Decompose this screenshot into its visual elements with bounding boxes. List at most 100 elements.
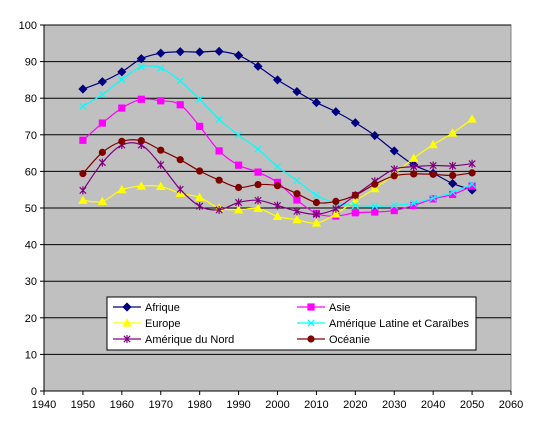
data-point [311, 98, 321, 108]
data-point [272, 211, 283, 221]
data-point [351, 191, 359, 199]
data-point [118, 75, 126, 84]
legend-label: Amérique Latine et Caraïbes [329, 318, 470, 330]
data-point [137, 137, 145, 145]
x-tick-label: 2030 [382, 399, 406, 411]
data-point [449, 161, 457, 170]
data-point [215, 176, 223, 184]
data-point [157, 97, 165, 105]
y-tick-label: 80 [25, 93, 37, 105]
data-point [351, 209, 359, 217]
series-afrique [78, 46, 477, 195]
data-point [350, 195, 361, 205]
data-point [371, 202, 379, 210]
legend-label: Europe [145, 318, 180, 330]
legend-marker [307, 319, 315, 327]
data-point [136, 54, 146, 64]
data-point [371, 180, 379, 188]
data-point [293, 196, 301, 204]
data-point [196, 95, 204, 103]
x-tick-label: 1990 [226, 399, 250, 411]
data-point [176, 156, 184, 164]
data-point [390, 206, 398, 215]
x-tick-label: 2040 [421, 399, 445, 411]
x-tick-label: 2050 [460, 399, 484, 411]
data-point [370, 130, 380, 141]
data-point [233, 205, 244, 214]
y-tick-label: 100 [19, 20, 37, 32]
data-point [79, 136, 87, 144]
data-point [447, 128, 458, 137]
y-tick-label: 90 [25, 57, 37, 69]
x-tick-label: 1970 [149, 399, 173, 411]
legend-item-amerique-latine-et-caraibes: Amérique Latine et Caraïbes [297, 318, 470, 330]
data-point [97, 77, 107, 87]
legend-label: Afrique [145, 302, 180, 314]
data-point [273, 201, 282, 210]
legend-marker [307, 303, 315, 311]
series-group [78, 46, 477, 227]
data-point [137, 95, 145, 103]
data-point [429, 161, 437, 170]
data-point [390, 201, 398, 210]
data-point [196, 202, 204, 211]
data-point [176, 101, 184, 109]
data-point [429, 170, 437, 178]
data-point [215, 147, 223, 155]
data-point [215, 205, 223, 214]
y-tick-label: 60 [25, 166, 37, 178]
data-point [292, 87, 302, 97]
data-point [254, 196, 262, 205]
data-point [234, 198, 243, 207]
data-point [410, 201, 418, 210]
legend-item-afrique: Afrique [113, 302, 180, 314]
data-point [98, 148, 106, 156]
data-point [118, 104, 126, 112]
data-point [468, 159, 476, 168]
data-point [234, 183, 243, 192]
legend: Afrique Asie Europe Amérique Latine et Cara… [106, 296, 477, 351]
data-point [351, 201, 359, 210]
series-amerique-latine-et-caraibes [79, 63, 476, 210]
y-tick-label: 50 [25, 203, 37, 215]
data-point [468, 169, 476, 177]
data-point [273, 163, 282, 171]
data-point [79, 169, 87, 178]
data-point [98, 119, 106, 127]
x-tick-label: 2020 [343, 399, 367, 411]
data-point [195, 47, 205, 57]
data-point [234, 50, 244, 60]
data-point [449, 188, 457, 196]
data-point [467, 114, 477, 123]
data-point [389, 146, 399, 156]
data-point [331, 209, 341, 218]
data-point [370, 183, 380, 193]
legend-box [106, 296, 477, 351]
data-point [157, 146, 165, 154]
data-point [332, 204, 340, 213]
data-point [98, 90, 106, 99]
legend-item-amerique-du-nord: Amérique du Nord [113, 334, 234, 346]
data-point [194, 192, 205, 201]
data-point [136, 181, 146, 190]
data-point [253, 203, 263, 212]
data-point [292, 214, 302, 224]
data-point [468, 180, 476, 188]
data-point [312, 198, 321, 207]
legend-item-oceanie: Océanie [297, 334, 370, 346]
data-point [254, 168, 262, 176]
data-point [448, 178, 458, 189]
data-point [156, 181, 166, 191]
data-point [254, 180, 262, 189]
y-tick-label: 70 [25, 130, 37, 142]
series-oceanie [79, 137, 476, 207]
data-point [312, 191, 321, 199]
data-point [214, 46, 224, 56]
data-point [429, 194, 437, 202]
data-point [332, 197, 340, 206]
data-point [410, 170, 418, 178]
legend-marker [307, 335, 315, 343]
y-tick-label: 40 [25, 240, 37, 252]
data-point [272, 75, 283, 85]
